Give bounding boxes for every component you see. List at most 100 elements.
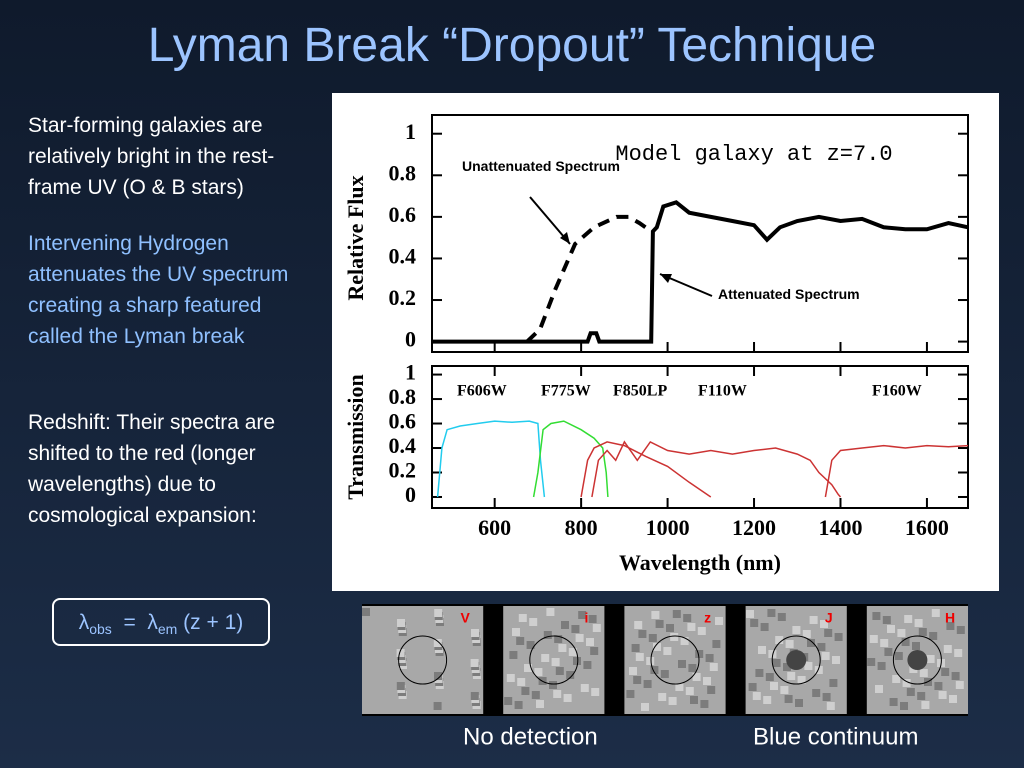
- eq-sub: obs: [89, 621, 112, 638]
- noise: [770, 682, 778, 690]
- noise: [561, 621, 569, 629]
- x-tick-label: 1600: [905, 515, 949, 540]
- noise: [543, 631, 552, 639]
- noise: [912, 642, 920, 650]
- noise: [758, 646, 766, 654]
- noise: [705, 654, 714, 662]
- noise: [591, 688, 600, 696]
- noise: [517, 678, 526, 686]
- noise: [875, 685, 883, 693]
- x-axis-label: Wavelength (nm): [619, 550, 781, 575]
- noise: [784, 695, 793, 703]
- noise: [889, 698, 898, 706]
- noise: [814, 666, 823, 674]
- noise: [775, 636, 784, 644]
- noise: [512, 628, 520, 636]
- noise: [949, 695, 957, 703]
- noise: [872, 612, 881, 620]
- noise: [926, 655, 935, 663]
- noise: [573, 657, 581, 665]
- aperture: [398, 635, 448, 685]
- noise: [558, 644, 567, 652]
- source: [907, 650, 928, 670]
- noise: [822, 693, 831, 701]
- noise: [894, 652, 903, 660]
- y-tick-label: 0.2: [389, 285, 417, 310]
- noise: [746, 610, 754, 618]
- series-line: [824, 444, 969, 498]
- series-line: [591, 440, 842, 498]
- series-line: [532, 420, 609, 498]
- noise: [554, 635, 563, 643]
- noise: [763, 696, 772, 704]
- noise: [951, 672, 960, 680]
- noise: [521, 687, 530, 695]
- noise: [541, 654, 550, 662]
- noise: [641, 703, 649, 711]
- noise: [633, 676, 642, 684]
- band-label: i: [584, 610, 588, 626]
- noise: [931, 609, 940, 617]
- noise: [748, 683, 757, 691]
- noise: [712, 640, 721, 648]
- noise: [536, 700, 544, 708]
- noise: [772, 659, 781, 667]
- noise: [919, 669, 928, 677]
- noise: [688, 664, 697, 672]
- noise: [592, 624, 601, 632]
- noise: [646, 657, 655, 665]
- noise: [715, 617, 723, 625]
- noise: [785, 640, 794, 648]
- noise: [943, 645, 952, 653]
- noise: [768, 650, 777, 658]
- noise: [518, 614, 527, 622]
- noise: [755, 669, 764, 677]
- noise: [807, 639, 815, 647]
- arrow-head: [560, 232, 570, 244]
- arrow-head: [660, 274, 672, 283]
- noise: [914, 619, 923, 627]
- noise: [670, 633, 679, 641]
- filter-label: F110W: [698, 383, 747, 400]
- noise: [580, 684, 589, 692]
- noise: [396, 649, 405, 657]
- paragraph: Intervening Hydrogen attenuates the UV s…: [28, 232, 289, 348]
- noise: [941, 668, 950, 676]
- noise: [553, 690, 562, 698]
- noise: [821, 652, 830, 660]
- noise: [829, 679, 838, 687]
- plot-title: Model galaxy at z=7.0: [615, 142, 892, 167]
- noise: [638, 630, 647, 638]
- y-tick-label: 0.4: [389, 243, 417, 268]
- annotation: Unattenuated Spectrum: [462, 158, 620, 174]
- annotation: Attenuated Spectrum: [718, 286, 860, 302]
- noise: [653, 643, 661, 651]
- noise: [787, 672, 796, 680]
- noise: [470, 659, 479, 667]
- noise: [882, 616, 891, 624]
- noise: [529, 618, 538, 626]
- noise: [650, 666, 659, 674]
- noise: [571, 625, 580, 633]
- noise: [700, 700, 709, 708]
- noise: [897, 629, 906, 637]
- noise: [531, 691, 540, 699]
- noise: [692, 673, 701, 681]
- frame: [431, 114, 969, 353]
- noise: [678, 660, 686, 668]
- x-tick-label: 1000: [646, 515, 690, 540]
- noise: [867, 658, 876, 666]
- noise: [586, 638, 594, 646]
- noise: [892, 675, 901, 683]
- y-axis-label: Transmission: [343, 374, 368, 500]
- y-tick-label: 0.2: [389, 458, 417, 483]
- y-tick-label: 0: [405, 327, 416, 352]
- noise: [658, 693, 667, 701]
- y-tick-label: 0: [405, 482, 416, 507]
- x-tick-label: 600: [478, 515, 511, 540]
- noise: [934, 682, 943, 690]
- band-label: H: [945, 610, 955, 626]
- source: [786, 650, 807, 670]
